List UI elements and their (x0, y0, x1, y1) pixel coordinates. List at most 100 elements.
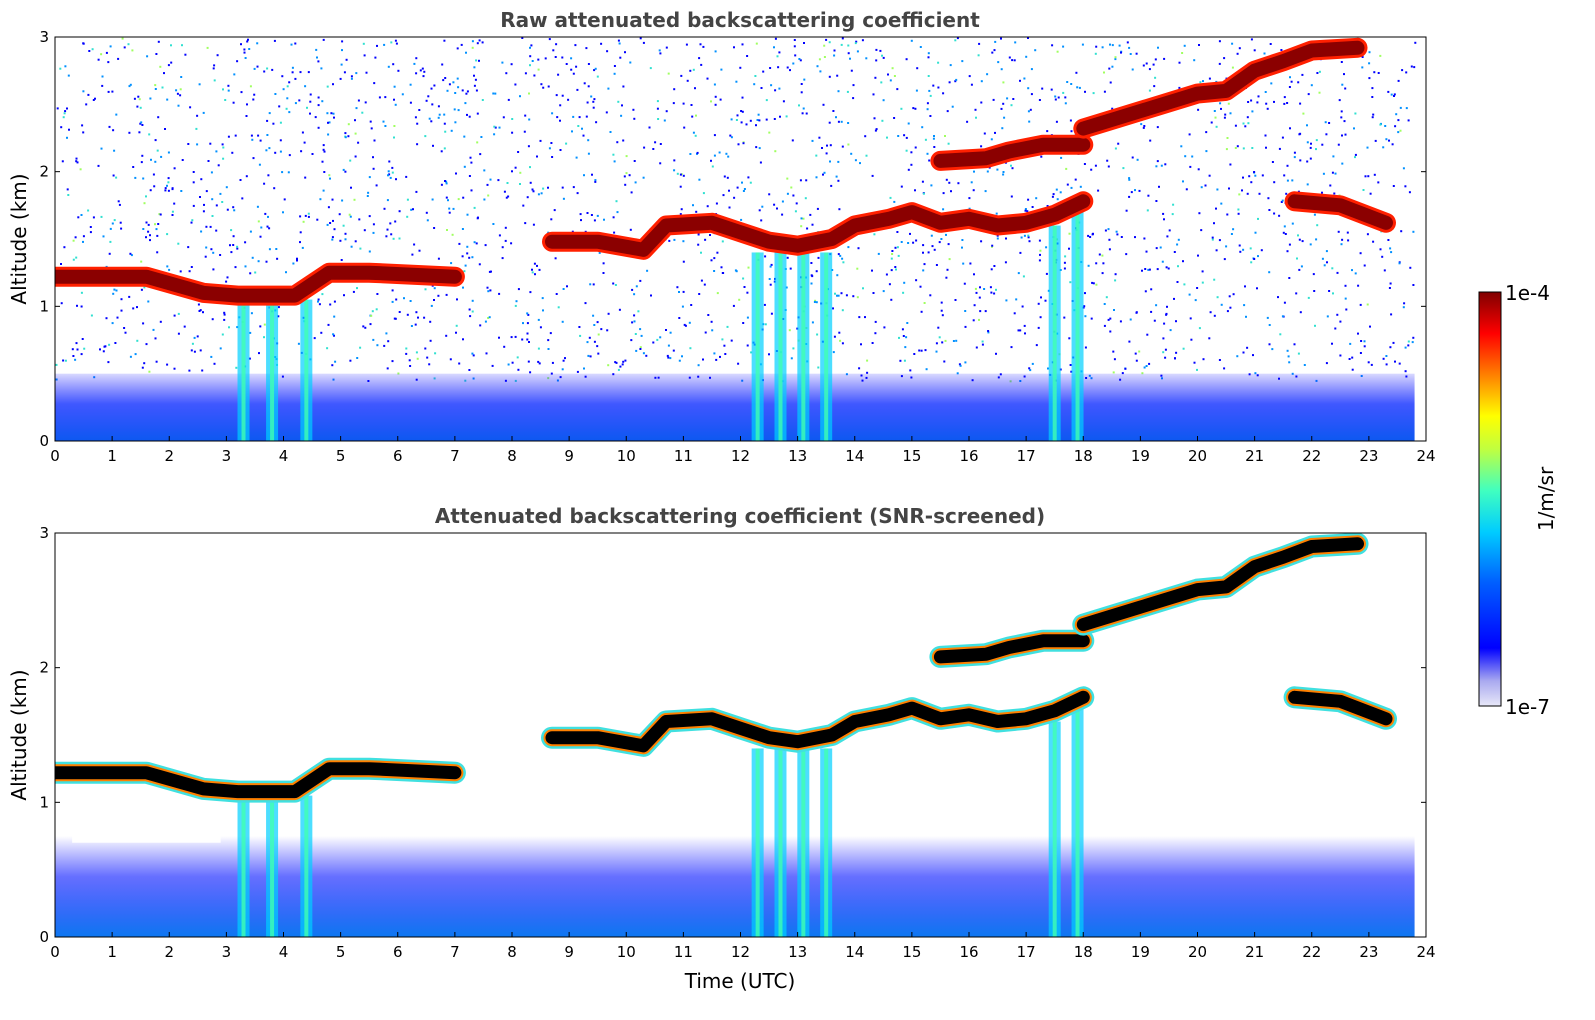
noise-pixel (271, 68, 274, 71)
x-tick-label: 5 (336, 943, 346, 961)
noise-background (55, 37, 1417, 441)
noise-pixel (341, 49, 343, 52)
noise-pixel (532, 223, 535, 226)
x-axis-label: Time (UTC) (684, 969, 796, 993)
noise-pixel (1038, 259, 1041, 262)
noise-pixel (222, 157, 225, 160)
noise-pixel (996, 234, 999, 237)
noise-pixel (1038, 239, 1041, 242)
noise-pixel (756, 119, 759, 121)
noise-pixel (1103, 303, 1106, 305)
noise-pixel (714, 50, 717, 53)
noise-pixel (1037, 302, 1040, 305)
noise-pixel (980, 101, 983, 104)
noise-pixel (476, 42, 479, 45)
noise-pixel (446, 89, 449, 92)
noise-pixel (617, 100, 620, 103)
x-tick-label: 18 (1074, 447, 1093, 465)
noise-pixel (1283, 225, 1286, 228)
noise-pixel (445, 293, 448, 296)
noise-pixel (190, 266, 193, 268)
noise-pixel (434, 352, 437, 355)
noise-pixel (526, 332, 529, 335)
noise-pixel (85, 103, 88, 106)
noise-pixel (696, 151, 699, 154)
noise-pixel (426, 356, 429, 359)
noise-pixel (850, 152, 853, 155)
noise-pixel (1382, 146, 1385, 149)
noise-pixel (1040, 296, 1042, 299)
noise-pixel (991, 245, 993, 248)
noise-pixel (873, 233, 876, 236)
noise-pixel (770, 263, 773, 266)
x-tick-label: 2 (164, 943, 174, 961)
noise-pixel (1090, 317, 1093, 320)
noise-pixel (246, 40, 249, 43)
noise-pixel (147, 300, 150, 303)
noise-pixel (988, 166, 991, 169)
noise-pixel (847, 143, 850, 146)
noise-pixel (552, 49, 555, 52)
noise-pixel (616, 211, 619, 214)
noise-pixel (223, 311, 226, 314)
noise-pixel (995, 288, 997, 291)
noise-pixel (561, 56, 564, 59)
noise-pixel (1385, 138, 1388, 141)
noise-pixel (355, 107, 358, 110)
noise-pixel (979, 286, 981, 289)
noise-pixel (981, 340, 984, 343)
noise-pixel (491, 364, 494, 367)
noise-pixel (624, 183, 627, 186)
noise-pixel (874, 76, 877, 79)
noise-pixel (781, 213, 784, 216)
noise-pixel (713, 352, 716, 355)
noise-pixel (115, 289, 118, 292)
noise-pixel (1182, 180, 1184, 183)
noise-pixel (415, 190, 418, 193)
noise-pixel (524, 222, 527, 225)
noise-pixel (1114, 279, 1117, 282)
noise-pixel (200, 230, 203, 233)
noise-pixel (161, 86, 164, 89)
noise-pixel (1363, 345, 1366, 348)
noise-pixel (557, 73, 560, 76)
noise-pixel (1205, 131, 1208, 134)
noise-pixel (164, 128, 166, 130)
noise-pixel (222, 146, 225, 149)
noise-pixel (634, 181, 637, 184)
noise-pixel (1046, 205, 1049, 207)
x-tick-label: 22 (1302, 447, 1321, 465)
noise-pixel (678, 291, 680, 293)
noise-pixel (927, 56, 930, 59)
noise-pixel (1155, 200, 1158, 202)
noise-pixel (75, 157, 78, 160)
noise-pixel (1168, 229, 1171, 232)
noise-pixel (594, 180, 597, 183)
noise-pixel (108, 125, 111, 128)
noise-pixel (1056, 198, 1059, 201)
noise-pixel (1297, 234, 1299, 237)
noise-pixel (822, 103, 825, 106)
noise-pixel (727, 155, 730, 158)
noise-pixel (1369, 325, 1371, 328)
noise-pixel (333, 334, 335, 337)
noise-pixel (1209, 311, 1212, 314)
noise-pixel (475, 59, 478, 62)
noise-pixel (265, 260, 268, 263)
noise-pixel (1103, 324, 1106, 327)
noise-pixel (702, 192, 705, 195)
noise-pixel (1092, 282, 1095, 285)
noise-pixel (1154, 58, 1157, 61)
noise-pixel (189, 106, 192, 109)
noise-pixel (542, 187, 545, 190)
noise-pixel (1028, 240, 1031, 243)
noise-pixel (1249, 247, 1252, 250)
noise-pixel (415, 351, 418, 354)
noise-pixel (1111, 44, 1114, 47)
noise-pixel (425, 99, 428, 102)
noise-pixel (463, 165, 466, 168)
noise-pixel (466, 90, 469, 93)
noise-pixel (1336, 313, 1339, 316)
noise-pixel (683, 126, 686, 129)
